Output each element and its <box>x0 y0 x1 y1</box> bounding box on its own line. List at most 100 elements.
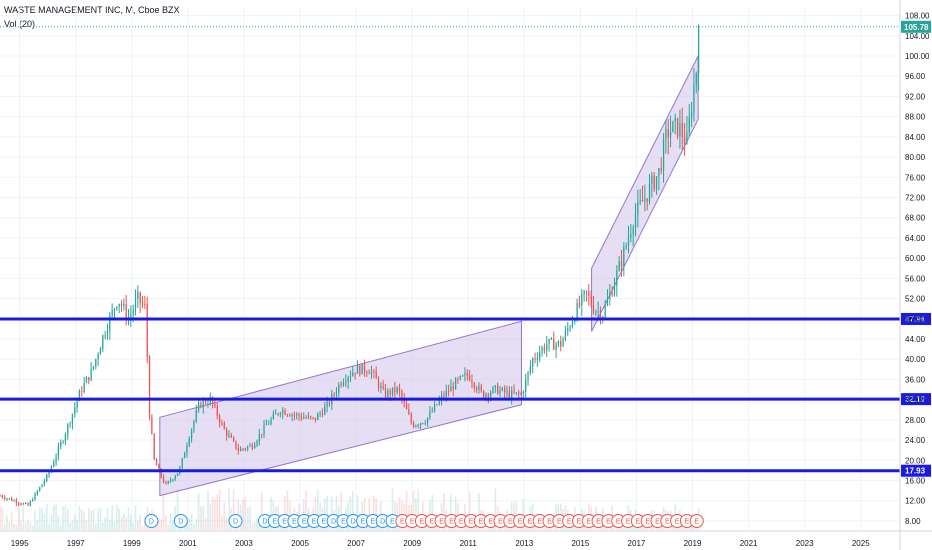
earnings-marker-label: E <box>439 519 444 526</box>
candle-body <box>590 296 592 305</box>
volume-bar <box>534 522 536 530</box>
candle-body <box>247 446 249 449</box>
volume-bar <box>64 505 67 530</box>
candle-body <box>139 292 141 303</box>
earnings-marker-label: E <box>537 519 542 526</box>
volume-bar <box>17 507 20 530</box>
volume-bar <box>368 498 370 530</box>
candle-body <box>158 465 160 469</box>
dividend-marker[interactable] <box>173 514 188 528</box>
candle-body <box>553 338 555 350</box>
dividend-marker[interactable] <box>144 514 159 528</box>
candle-body <box>518 392 520 394</box>
candle-body <box>22 503 25 505</box>
volume-bar <box>209 503 212 530</box>
candle-body <box>354 372 356 374</box>
dividend-marker-label: D <box>351 519 356 526</box>
candle-body <box>424 423 426 425</box>
dividend-marker[interactable] <box>228 514 243 528</box>
candle-body <box>20 503 22 505</box>
candle-body <box>172 479 174 481</box>
volume-bar <box>232 489 235 530</box>
candle-body <box>333 394 335 396</box>
candle-body <box>534 358 536 360</box>
candle-body <box>46 474 48 481</box>
volume-bar <box>43 513 46 530</box>
candle-body <box>130 314 132 318</box>
symbol-title[interactable]: WASTE MANAGEMENT INC, M, Cboe BZX <box>4 5 180 15</box>
candle-body <box>193 420 195 430</box>
volume-bar <box>160 519 163 530</box>
candle-body <box>672 121 674 133</box>
candle-body <box>539 352 541 359</box>
earnings-marker-label: E <box>567 519 572 526</box>
candle-body <box>639 200 641 202</box>
x-tick-label: 2001 <box>179 539 197 548</box>
volume-bar <box>349 496 352 530</box>
candle-body <box>527 372 529 380</box>
volume-bar <box>6 515 8 530</box>
volume-bar <box>415 498 417 530</box>
candle-body <box>109 315 111 331</box>
candle-body <box>352 372 354 376</box>
candle-body <box>366 372 368 374</box>
candle-body <box>303 417 305 419</box>
candle-body <box>658 168 660 177</box>
candlesticks <box>0 24 700 507</box>
earnings-marker[interactable] <box>689 514 704 528</box>
candle-body <box>564 330 567 340</box>
volume-bar <box>134 505 137 530</box>
volume-bar <box>90 510 92 530</box>
y-tick-label: 28.00 <box>905 416 926 425</box>
candle-body <box>459 375 461 380</box>
candle-body <box>272 413 275 419</box>
candle-body <box>102 335 104 349</box>
horizontal-levels[interactable]: 47.96 32.10 17.93 105.78 <box>0 20 931 477</box>
candle-body <box>464 373 466 376</box>
candle-body <box>146 304 148 358</box>
candle-body <box>284 410 286 415</box>
volume-bar <box>169 513 172 530</box>
candle-body <box>81 391 83 393</box>
candle-body <box>342 382 345 386</box>
candle-body <box>473 383 475 388</box>
candle-body <box>165 482 167 484</box>
y-tick-label: 92.00 <box>905 92 926 101</box>
candle-body <box>249 444 251 447</box>
volume-bar <box>71 520 74 530</box>
candle-body <box>282 410 284 414</box>
volume-bar <box>24 522 27 530</box>
candle-body <box>389 390 391 395</box>
candle-body <box>396 387 398 393</box>
earnings-marker-label: E <box>586 519 591 526</box>
y-tick-label: 72.00 <box>905 193 926 202</box>
candle-body <box>76 401 78 408</box>
candle-body <box>176 473 179 477</box>
candle-body <box>417 425 419 427</box>
candle-body <box>384 388 387 397</box>
y-tick-label: 96.00 <box>905 72 926 81</box>
candle-body <box>674 118 676 122</box>
candle-body <box>583 290 585 295</box>
candle-body <box>251 444 253 449</box>
candle-body <box>36 490 39 494</box>
volume-bar <box>260 492 263 530</box>
volume-bar <box>118 508 120 530</box>
dividend-marker-label: E <box>341 519 346 526</box>
candle-body <box>92 366 95 369</box>
candle-body <box>627 237 630 246</box>
volume-bar <box>130 514 132 530</box>
candle-body <box>387 390 389 397</box>
candle-body <box>186 445 188 454</box>
candle-body <box>307 416 310 418</box>
candle-body <box>48 472 50 475</box>
candle-body <box>235 440 237 449</box>
candle-body <box>585 290 588 292</box>
volume-bar <box>328 525 331 530</box>
y-tick-label: 52.00 <box>905 295 926 304</box>
candle-body <box>64 434 67 442</box>
candle-body <box>214 403 216 406</box>
